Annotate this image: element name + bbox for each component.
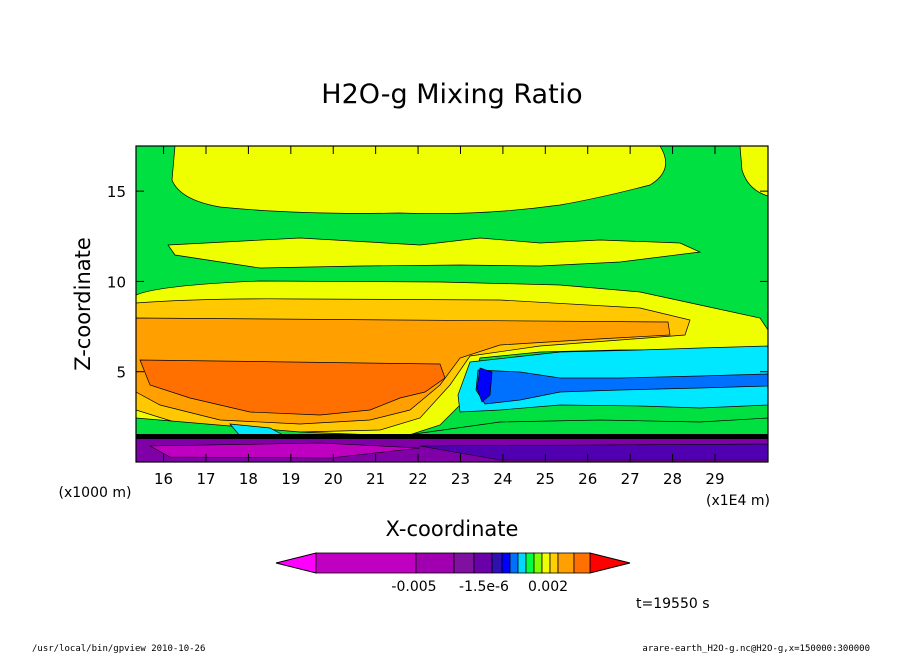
region-yellow-band-12km bbox=[167, 237, 702, 269]
time-annotation: t=19550 s bbox=[636, 596, 710, 612]
region-orange-core bbox=[139, 359, 446, 416]
region-deepblue bbox=[476, 367, 493, 403]
plot-area bbox=[136, 146, 768, 462]
colorbar-label: -1.5e-6 bbox=[459, 579, 509, 595]
colorbar-swatch bbox=[415, 552, 455, 574]
y-axis-unit: (x1000 m) bbox=[59, 485, 132, 501]
x-tick-label: 16 bbox=[154, 470, 173, 488]
x-tick-label: 24 bbox=[493, 470, 512, 488]
colorbar-swatch bbox=[557, 552, 575, 574]
colorbar-swatch bbox=[517, 552, 527, 574]
colorbar-swatch bbox=[549, 552, 559, 574]
y-axis: 5 10 15 bbox=[107, 183, 768, 382]
source-footer: arare-earth_H2O-g.nc@H2O-g,x=150000:3000… bbox=[642, 644, 870, 654]
x-axis: 16 17 18 19 20 21 22 23 24 25 26 27 28 29 bbox=[154, 146, 725, 488]
plot-frame bbox=[135, 145, 769, 463]
colorbar bbox=[275, 552, 631, 574]
x-tick-label: 22 bbox=[409, 470, 428, 488]
x-axis-unit: (x1E4 m) bbox=[706, 493, 770, 509]
x-tick-label: 27 bbox=[621, 470, 640, 488]
colorbar-label: 0.002 bbox=[528, 579, 568, 595]
y-tick-label: 10 bbox=[107, 273, 126, 291]
x-tick-label: 18 bbox=[239, 470, 258, 488]
colorbar-swatch bbox=[473, 552, 493, 574]
y-tick-label: 15 bbox=[107, 183, 126, 201]
colorbar-swatch bbox=[315, 552, 417, 574]
region-violet-surface bbox=[419, 443, 768, 461]
region-magenta-surface bbox=[148, 442, 421, 459]
colorbar-swatch bbox=[541, 552, 551, 574]
colorbar-swatch bbox=[525, 552, 535, 574]
x-tick-label: 17 bbox=[196, 470, 215, 488]
region-yellow-top bbox=[171, 146, 666, 214]
colorbar-label: -0.005 bbox=[391, 579, 436, 595]
colorbar-swatch bbox=[453, 552, 475, 574]
colorbar-swatch bbox=[491, 552, 503, 574]
x-tick-label: 19 bbox=[281, 470, 300, 488]
colorbar-labels: -0.005 -1.5e-6 0.002 bbox=[391, 579, 568, 595]
colorbar-swatch bbox=[573, 552, 591, 574]
x-tick-label: 25 bbox=[536, 470, 555, 488]
x-tick-label: 26 bbox=[578, 470, 597, 488]
y-axis-label: Z-coordinate bbox=[71, 237, 95, 371]
region-blue bbox=[475, 369, 768, 405]
x-tick-label: 29 bbox=[705, 470, 724, 488]
program-footer: /usr/local/bin/gpview 2010-10-26 bbox=[32, 644, 205, 654]
chart-title: H2O-g Mixing Ratio bbox=[321, 79, 582, 110]
colorbar-swatch bbox=[533, 552, 543, 574]
x-axis-label: X-coordinate bbox=[386, 517, 519, 541]
x-tick-label: 20 bbox=[324, 470, 343, 488]
x-tick-label: 28 bbox=[663, 470, 682, 488]
y-tick-label: 5 bbox=[116, 364, 126, 382]
colorbar-swatch bbox=[501, 552, 511, 574]
colorbar-arrow-right bbox=[589, 552, 631, 574]
colorbar-arrow-left bbox=[275, 552, 317, 574]
colorbar-swatch bbox=[509, 552, 519, 574]
boundary-line bbox=[136, 434, 768, 439]
x-tick-label: 21 bbox=[366, 470, 385, 488]
x-tick-label: 23 bbox=[451, 470, 470, 488]
